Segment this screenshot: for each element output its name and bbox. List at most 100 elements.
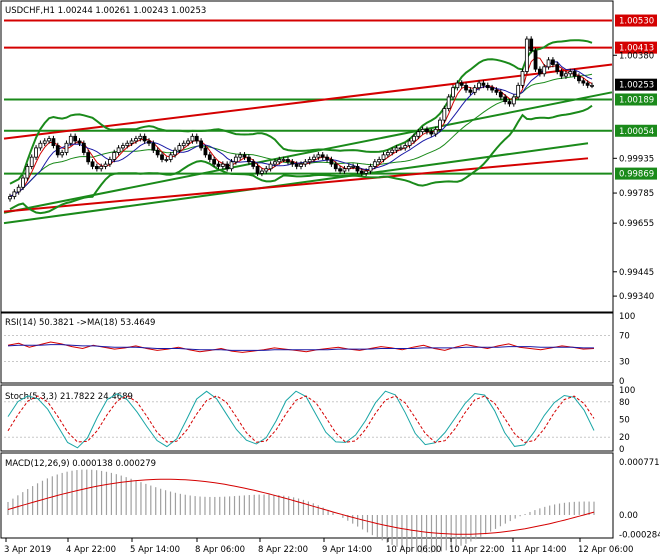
rsi-series: [7, 344, 594, 351]
candle-body: [420, 128, 425, 133]
candle-body: [16, 186, 21, 193]
candle-body: [116, 147, 121, 153]
candle-body: [464, 84, 468, 91]
candle-body: [568, 71, 573, 75]
candle-body: [455, 82, 460, 89]
candle-body: [342, 168, 347, 172]
rsi-lines: [4, 335, 612, 362]
candle-body: [407, 140, 412, 146]
x-tick-label: 12 Apr 06:00: [578, 545, 633, 555]
candle-body: [73, 135, 78, 142]
stoch-tick-label: 100: [619, 386, 635, 396]
rsi-series: [7, 341, 595, 353]
y-tick-label: 0.99655: [619, 219, 654, 229]
rsi-tick-label: 100: [619, 312, 635, 322]
candle-body: [533, 50, 538, 70]
price-tag: 1.00530: [615, 14, 657, 27]
macd-title: MACD(12,26,9) 0.000138 0.000279: [5, 459, 156, 469]
candle-body: [151, 142, 156, 151]
candle-body: [564, 73, 568, 77]
candle-body: [60, 152, 65, 156]
candle-body: [12, 191, 17, 197]
candle-body: [134, 138, 138, 142]
candle-body: [164, 159, 169, 161]
stoch-tick-label: 80: [619, 398, 630, 408]
band-lower: [9, 104, 593, 215]
candle-body: [86, 152, 91, 163]
rsi-tick-label: 0: [619, 377, 624, 387]
macd-tick-label: 0.00: [619, 511, 638, 521]
candle-body: [385, 152, 390, 156]
candle-body: [112, 152, 117, 160]
candle-body: [277, 159, 282, 163]
stoch-tick-label: 20: [619, 433, 630, 443]
macd-panel[interactable]: [0, 452, 614, 539]
x-tick-label: 5 Apr 14:00: [130, 545, 180, 555]
y-tick-label: 0.99445: [619, 268, 654, 278]
candle-body: [577, 75, 581, 82]
candle-body: [555, 64, 560, 72]
candle-body: [177, 145, 182, 151]
x-tick-label: 4 Apr 22:00: [66, 545, 116, 555]
candle-body: [537, 68, 542, 75]
candle-body: [433, 128, 438, 135]
candle-body: [34, 147, 38, 158]
candle-body: [64, 142, 69, 153]
stoch-tick-label: 0: [619, 445, 624, 455]
candle-body: [446, 96, 451, 109]
price-overlays: [3, 19, 613, 225]
candle-body: [238, 154, 243, 158]
candle-body: [299, 163, 303, 167]
price-tag: 1.00054: [615, 124, 657, 137]
candle-body: [529, 38, 534, 52]
trendline-red-lower: [3, 157, 589, 213]
macd-tick-label: 0.000771: [619, 458, 660, 468]
x-tick-label: 8 Apr 22:00: [258, 545, 308, 555]
candle-body: [338, 168, 342, 172]
macd-signal: [7, 478, 595, 535]
candle-body: [155, 149, 160, 156]
candle-body: [233, 156, 238, 163]
rsi-tick-label: 70: [619, 332, 630, 342]
candle-body: [68, 135, 73, 144]
candle-body: [303, 161, 308, 165]
candle-body: [51, 138, 56, 146]
candle-body: [477, 82, 481, 89]
candle-body: [346, 166, 351, 170]
candle-body: [412, 135, 416, 142]
candle-body: [21, 177, 25, 188]
candle-body: [8, 196, 12, 200]
candle-body: [403, 145, 408, 149]
candle-body: [168, 154, 173, 160]
candle-body: [542, 66, 547, 75]
price-tag-label: 1.00253: [619, 81, 654, 91]
candle-body: [329, 159, 334, 165]
candle-body: [312, 156, 316, 160]
trendline-green: [3, 91, 613, 214]
candle-body: [90, 161, 95, 167]
stoch-panel[interactable]: [0, 384, 614, 452]
stoch-lines: [4, 390, 612, 449]
rsi-panel[interactable]: [0, 312, 614, 384]
candle-body: [490, 87, 495, 91]
candle-body: [333, 163, 338, 170]
candle-body: [516, 84, 521, 98]
candle-body: [186, 140, 190, 144]
candle-body: [77, 140, 82, 144]
candle-body: [429, 131, 434, 135]
candle-body: [425, 128, 429, 133]
candle-body: [494, 89, 499, 93]
candle-body: [498, 91, 503, 98]
x-tick-label: 10 Apr 06:00: [386, 545, 441, 555]
candle-body: [142, 135, 147, 142]
candle-body: [372, 161, 377, 167]
candle-body: [394, 147, 399, 151]
candle-body: [507, 101, 512, 105]
x-tick-label: 3 Apr 2019: [4, 545, 51, 555]
candle-body: [207, 154, 212, 160]
stoch-k: [7, 390, 595, 449]
candle-body: [559, 71, 564, 77]
x-tick-label: 9 Apr 14:00: [322, 545, 372, 555]
candle-body: [355, 166, 360, 172]
